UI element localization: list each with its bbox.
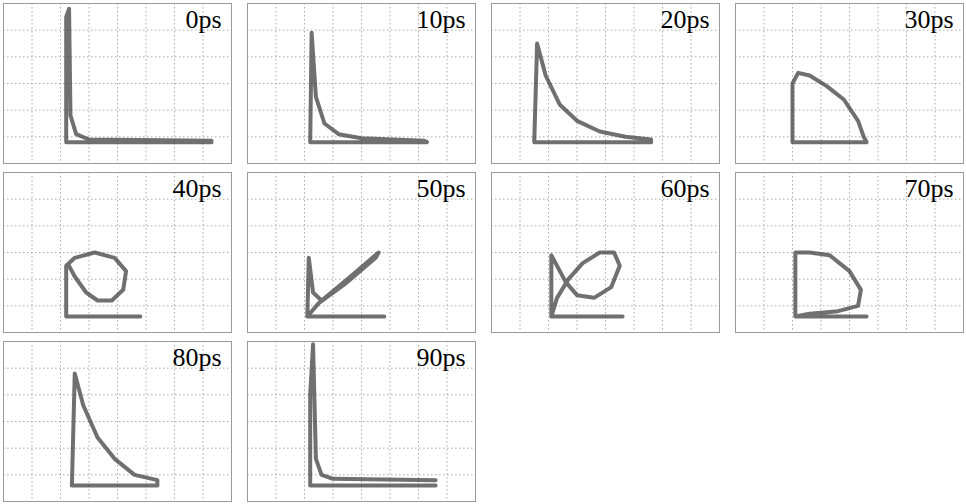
svg-text:20ps: 20ps	[660, 5, 709, 34]
svg-text:30ps: 30ps	[904, 5, 953, 34]
svg-text:0ps: 0ps	[185, 5, 221, 34]
svg-text:10ps: 10ps	[416, 5, 465, 34]
svg-text:50ps: 50ps	[416, 174, 465, 203]
svg-text:40ps: 40ps	[172, 174, 221, 203]
svg-text:90ps: 90ps	[416, 343, 465, 372]
svg-text:80ps: 80ps	[172, 343, 221, 372]
svg-text:70ps: 70ps	[904, 174, 953, 203]
svg-text:60ps: 60ps	[660, 174, 709, 203]
